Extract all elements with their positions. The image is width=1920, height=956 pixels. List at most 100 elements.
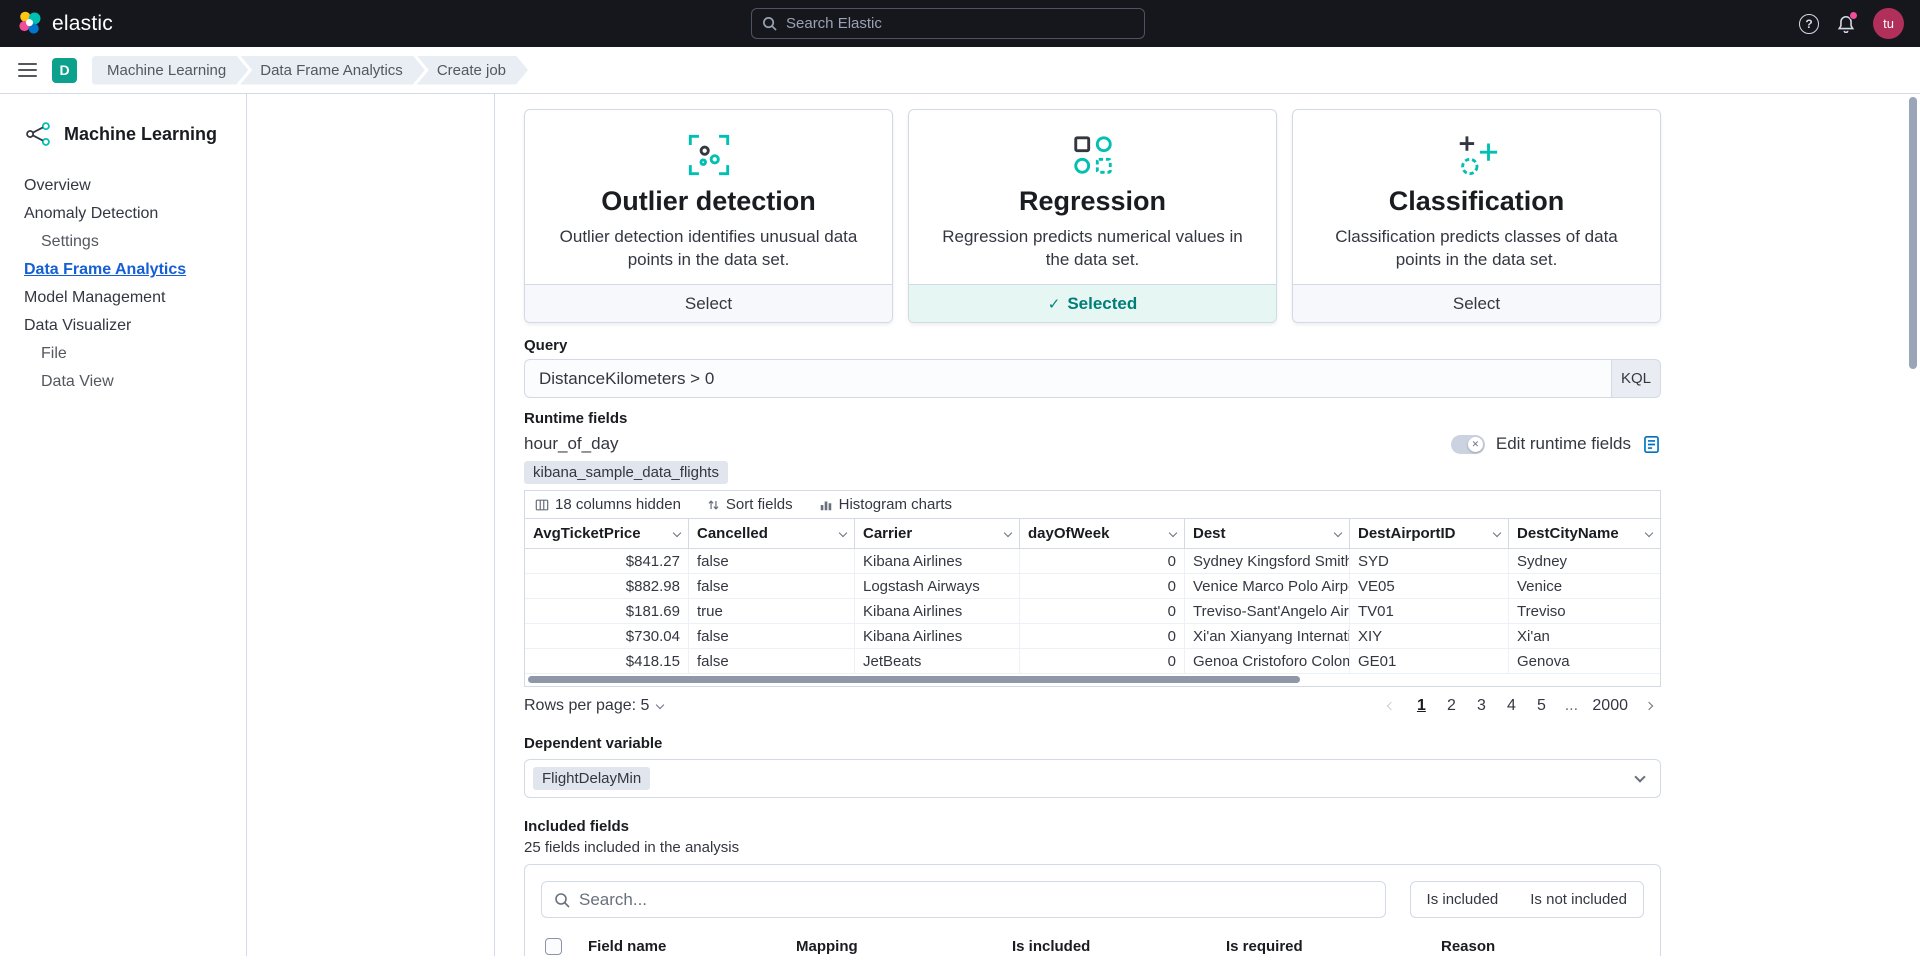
sidebar-item-data-frame-analytics[interactable]: Data Frame Analytics xyxy=(24,261,187,278)
histogram-icon xyxy=(819,498,833,512)
horizontal-scrollbar[interactable] xyxy=(525,674,1660,686)
columns-hidden-label: 18 columns hidden xyxy=(555,496,681,513)
filter-is-included[interactable]: Is included xyxy=(1426,891,1499,908)
machine-learning-app-icon xyxy=(24,120,52,148)
histogram-charts-label: Histogram charts xyxy=(838,496,952,513)
horizontal-scrollbar-thumb[interactable] xyxy=(528,676,1300,683)
page-scrollbar-thumb[interactable] xyxy=(1909,97,1917,369)
select-outlier-detection-button[interactable]: Select xyxy=(525,284,892,322)
chevron-down-icon xyxy=(838,528,848,537)
column-header-dayofweek[interactable]: dayOfWeek xyxy=(1020,519,1185,548)
edit-runtime-fields-label[interactable]: Edit runtime fields xyxy=(1495,434,1631,453)
job-type-cards: Outlier detection Outlier detection iden… xyxy=(524,109,1661,323)
user-avatar[interactable]: tu xyxy=(1873,8,1904,39)
global-search[interactable] xyxy=(751,8,1145,39)
classification-icon xyxy=(1454,132,1500,178)
card-title: Regression xyxy=(1018,186,1167,216)
columns-icon xyxy=(535,498,549,512)
regression-selected-button[interactable]: ✓ Selected xyxy=(909,284,1276,322)
outlier-detection-card[interactable]: Outlier detection Outlier detection iden… xyxy=(524,109,893,323)
notifications-button[interactable] xyxy=(1837,11,1858,33)
breadcrumb-data-frame-analytics[interactable]: Data Frame Analytics xyxy=(240,56,425,85)
sidebar-item-settings[interactable]: Settings xyxy=(41,233,99,250)
previous-page-button[interactable] xyxy=(1379,693,1403,719)
sidebar-nav: Overview Anomaly Detection Settings Data… xyxy=(0,172,246,396)
table-row: $841.27 false Kibana Airlines 0 Sydney K… xyxy=(525,549,1660,574)
card-title: Classification xyxy=(1388,186,1565,216)
chevron-down-icon xyxy=(672,528,682,537)
classification-card[interactable]: Classification Classification predicts c… xyxy=(1292,109,1661,323)
included-fields-panel: Is included Is not included Field name M… xyxy=(524,864,1661,956)
cell: 0 xyxy=(1020,549,1185,573)
help-icon[interactable]: ? xyxy=(1799,13,1819,34)
columns-hidden-button[interactable]: 18 columns hidden xyxy=(535,496,681,513)
rows-per-page-label: Rows per page: 5 xyxy=(524,697,650,714)
chevron-down-icon xyxy=(656,700,665,710)
page-button-2[interactable]: 2 xyxy=(1446,697,1456,714)
select-all-checkbox[interactable] xyxy=(545,938,562,955)
chevron-down-icon xyxy=(1333,528,1343,537)
select-classification-button[interactable]: Select xyxy=(1293,284,1660,322)
source-index-badge: kibana_sample_data_flights xyxy=(524,461,728,484)
elastic-logo[interactable]: elastic xyxy=(16,10,113,37)
breadcrumb-create-job[interactable]: Create job xyxy=(417,56,528,85)
regression-card[interactable]: Regression Regression predicts numerical… xyxy=(908,109,1277,323)
menu-icon[interactable] xyxy=(18,63,37,77)
breadcrumb-machine-learning[interactable]: Machine Learning xyxy=(92,56,248,85)
sidebar-item-data-visualizer[interactable]: Data Visualizer xyxy=(24,317,132,334)
runtime-fields-label: Runtime fields xyxy=(524,410,628,427)
global-search-input[interactable] xyxy=(786,15,1134,32)
grid-header-row: AvgTicketPrice Cancelled Carrier dayOfWe… xyxy=(525,518,1660,549)
cell: false xyxy=(689,549,855,573)
column-header-destairportid[interactable]: DestAirportID xyxy=(1350,519,1509,548)
dependent-variable-select[interactable]: FlightDelayMin xyxy=(524,759,1661,798)
sidebar-item-overview[interactable]: Overview xyxy=(24,177,91,194)
breadcrumb-bar: D Machine Learning Data Frame Analytics … xyxy=(0,47,1920,94)
elastic-logo-icon xyxy=(16,10,43,37)
deployment-badge[interactable]: D xyxy=(52,57,77,83)
rows-per-page-button[interactable]: Rows per page: 5 xyxy=(524,697,665,715)
dependent-variable-value: FlightDelayMin xyxy=(533,767,651,790)
card-description: Regression predicts numerical values in … xyxy=(942,227,1243,269)
fields-column-is-included: Is included xyxy=(1012,938,1091,955)
table-row: $418.15 false JetBeats 0 Genoa Cristofor… xyxy=(525,649,1660,674)
check-icon: ✓ xyxy=(1047,295,1061,313)
sidebar-item-file[interactable]: File xyxy=(41,345,67,362)
fields-search[interactable] xyxy=(541,881,1386,918)
cell: 0 xyxy=(1020,624,1185,648)
pagination-ellipsis: ... xyxy=(1564,697,1579,714)
cell: Treviso xyxy=(1517,602,1566,620)
filter-is-not-included[interactable]: Is not included xyxy=(1530,891,1627,908)
column-header-avgticketprice[interactable]: AvgTicketPrice xyxy=(525,519,689,548)
fields-column-mapping: Mapping xyxy=(796,938,858,955)
card-description: Classification predicts classes of data … xyxy=(1335,227,1618,269)
fields-search-input[interactable] xyxy=(579,889,1373,910)
page-button-4[interactable]: 4 xyxy=(1506,697,1516,714)
breadcrumb: Machine Learning Data Frame Analytics Cr… xyxy=(92,56,528,85)
page-button-3[interactable]: 3 xyxy=(1476,697,1486,714)
query-language-button[interactable]: KQL xyxy=(1611,359,1661,398)
cell: TV01 xyxy=(1350,599,1509,623)
chevron-down-icon xyxy=(1634,770,1646,783)
sidebar-item-model-management[interactable]: Model Management xyxy=(24,289,166,306)
global-header: elastic ? tu xyxy=(0,0,1920,47)
cell: JetBeats xyxy=(855,649,1020,673)
column-header-cancelled[interactable]: Cancelled xyxy=(689,519,855,548)
page-button-1[interactable]: 1 xyxy=(1416,697,1426,714)
page-button-last[interactable]: 2000 xyxy=(1592,697,1628,714)
edit-runtime-fields-toggle[interactable]: ✕ xyxy=(1450,434,1485,454)
column-header-dest[interactable]: Dest xyxy=(1185,519,1350,548)
histogram-charts-button[interactable]: Histogram charts xyxy=(819,496,952,513)
cell: 0 xyxy=(1020,574,1185,598)
page-button-5[interactable]: 5 xyxy=(1536,697,1546,714)
cell: XIY xyxy=(1350,624,1509,648)
inspect-json-icon[interactable] xyxy=(1642,435,1661,454)
column-header-destcityname[interactable]: DestCityName xyxy=(1509,519,1660,548)
sort-fields-button[interactable]: Sort fields xyxy=(707,496,793,513)
cell: false xyxy=(689,649,855,673)
next-page-button[interactable] xyxy=(1637,693,1661,719)
sidebar-item-data-view[interactable]: Data View xyxy=(41,373,114,390)
sidebar-item-anomaly-detection[interactable]: Anomaly Detection xyxy=(24,205,159,222)
column-header-carrier[interactable]: Carrier xyxy=(855,519,1020,548)
query-input[interactable] xyxy=(524,359,1611,398)
